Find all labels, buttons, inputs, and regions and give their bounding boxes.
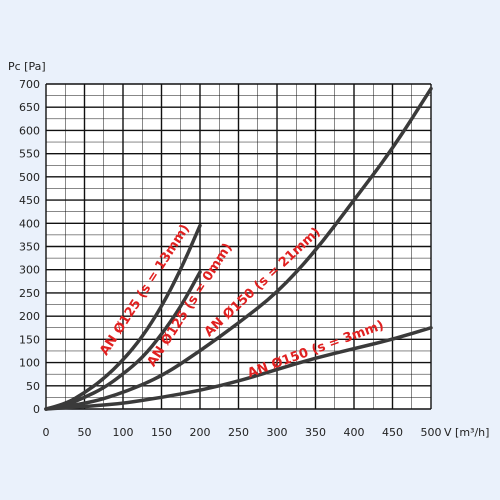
y-tick-label: 250 xyxy=(19,287,40,300)
x-tick-label: 200 xyxy=(190,426,211,439)
y-tick-label: 50 xyxy=(26,380,40,393)
y-tick-label: 150 xyxy=(19,333,40,346)
curve-an150-s3 xyxy=(44,326,433,411)
x-tick-labels: 0 50 100 150 200 250 300 350 400 450 500 xyxy=(43,426,442,439)
y-tick-label: 200 xyxy=(19,310,40,323)
y-tick-label: 650 xyxy=(19,101,40,114)
y-tick-label: 300 xyxy=(19,264,40,277)
y-tick-label: 700 xyxy=(19,78,40,91)
major-grid xyxy=(45,83,432,410)
y-tick-label: 350 xyxy=(19,241,40,254)
y-tick-label: 0 xyxy=(33,403,40,416)
x-tick-label: 0 xyxy=(43,426,50,439)
curve-an125-s0 xyxy=(44,270,202,411)
x-tick-label: 500 xyxy=(421,426,442,439)
x-tick-label: 300 xyxy=(267,426,288,439)
x-axis-title: V [m³/h] xyxy=(444,426,489,439)
x-tick-label: 450 xyxy=(382,426,403,439)
y-tick-labels: 0 50 100 150 200 250 300 350 400 450 500 550 600 650 7… xyxy=(19,78,40,416)
curve-an150-s21 xyxy=(44,86,433,411)
curve-an125-s13 xyxy=(44,223,202,411)
x-tick-label: 400 xyxy=(344,426,365,439)
y-tick-label: 100 xyxy=(19,357,40,370)
y-axis-title: Pc [Pa] xyxy=(8,60,46,73)
x-tick-label: 50 xyxy=(78,426,92,439)
x-tick-label: 250 xyxy=(228,426,249,439)
x-tick-label: 350 xyxy=(305,426,326,439)
y-tick-label: 600 xyxy=(19,124,40,137)
x-tick-label: 100 xyxy=(113,426,134,439)
y-tick-label: 450 xyxy=(19,194,40,207)
y-tick-label: 400 xyxy=(19,217,40,230)
y-tick-label: 500 xyxy=(19,171,40,184)
y-tick-label: 550 xyxy=(19,148,40,161)
x-tick-label: 150 xyxy=(151,426,172,439)
curves xyxy=(44,86,433,411)
